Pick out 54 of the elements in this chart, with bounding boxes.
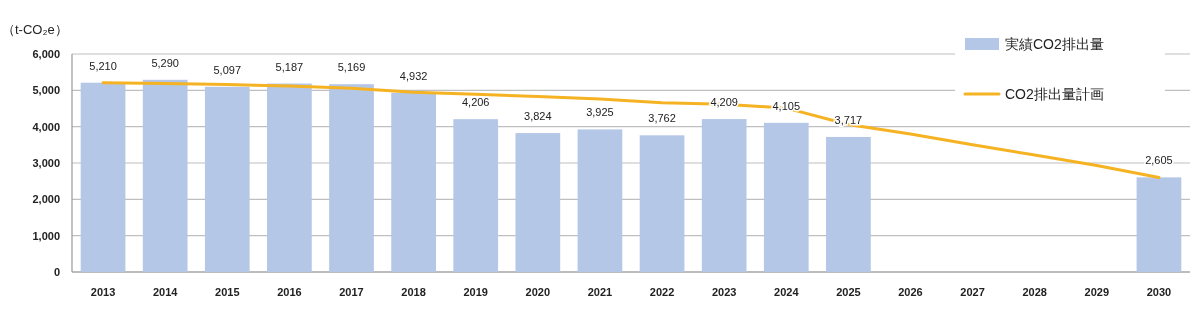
- bar: [577, 129, 623, 272]
- x-tick-label: 2027: [960, 286, 985, 298]
- x-tick-label: 2026: [898, 286, 923, 298]
- x-tick-label: 2019: [463, 286, 488, 298]
- x-tick-label: 2023: [711, 286, 737, 298]
- x-tick-label: 2025: [836, 286, 861, 298]
- data-label: 5,187: [275, 60, 304, 73]
- data-label: 3,824: [524, 110, 552, 123]
- y-tick-label: 3,000: [32, 157, 60, 169]
- bar: [1136, 177, 1182, 272]
- legend-label: 実績CO2排出量: [1005, 36, 1104, 52]
- bar: [826, 136, 871, 272]
- bar: [453, 119, 499, 272]
- y-tick-label: 2,000: [32, 193, 60, 206]
- bar: [391, 92, 436, 272]
- data-label: 5,210: [89, 59, 117, 72]
- x-tick-label: 2029: [1084, 286, 1110, 298]
- x-tick-label: 2030: [1146, 286, 1172, 298]
- bar: [80, 82, 126, 272]
- x-tick-label: 2022: [649, 286, 675, 298]
- bar: [267, 83, 312, 272]
- y-tick-label: 6,000: [32, 48, 60, 60]
- bar: [701, 119, 747, 272]
- data-label: 5,169: [337, 61, 366, 74]
- x-tick-label: 2016: [277, 286, 302, 298]
- bar: [763, 122, 809, 272]
- y-tick-label: 0: [53, 266, 60, 278]
- bar: [329, 84, 374, 272]
- data-label: 4,206: [461, 96, 490, 109]
- y-tick-label: 5,000: [32, 84, 60, 97]
- y-axis-title: （t-CO₂e）: [2, 22, 68, 37]
- y-tick-label: 4,000: [32, 120, 60, 133]
- data-label: 5,097: [213, 63, 242, 76]
- data-label: 3,762: [648, 112, 676, 125]
- legend-label: CO2排出量計画: [1005, 86, 1104, 102]
- x-tick-label: 2020: [525, 286, 551, 298]
- data-label: 3,717: [834, 113, 863, 126]
- x-tick-label: 2018: [401, 286, 426, 298]
- x-tick-label: 2014: [152, 286, 179, 298]
- bar: [639, 135, 685, 272]
- x-tick-label: 2028: [1022, 286, 1047, 298]
- data-label: 5,290: [151, 56, 179, 69]
- data-label: 4,932: [399, 69, 428, 82]
- data-label: 2,605: [1145, 154, 1173, 167]
- data-label: 3,925: [586, 106, 614, 119]
- x-tick-label: 2024: [774, 286, 800, 298]
- x-tick-label: 2021: [587, 286, 613, 298]
- x-tick-label: 2013: [90, 286, 116, 298]
- bar: [142, 79, 188, 272]
- bar: [515, 133, 561, 272]
- bar: [204, 86, 250, 272]
- x-tick-label: 2015: [215, 286, 240, 298]
- y-tick-label: 1,000: [32, 229, 60, 242]
- x-tick-label: 2017: [339, 286, 364, 298]
